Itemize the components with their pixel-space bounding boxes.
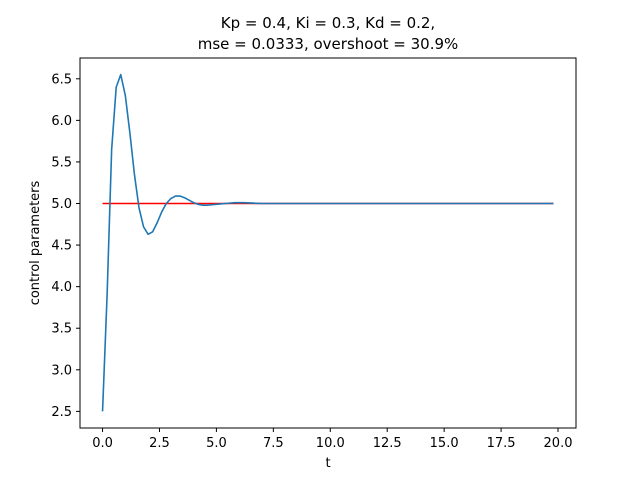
x-axis-ticks: 0.0 2.5 5.0 7.5 10.0 12.5 15.0 17.5 20.0 [92, 428, 572, 451]
x-tick-label: 5.0 [206, 436, 227, 451]
y-tick-label: 4.5 [51, 239, 72, 254]
y-axis-ticks: 2.5 3.0 3.5 4.0 4.5 5.0 5.5 6.0 6.5 [51, 72, 80, 420]
x-tick-label: 15.0 [430, 436, 459, 451]
x-tick-label: 12.5 [373, 436, 402, 451]
chart-title-line-1: Kp = 0.4, Ki = 0.3, Kd = 0.2, [221, 14, 435, 32]
x-tick-label: 2.5 [149, 436, 170, 451]
series-layer [101, 73, 554, 412]
x-tick-label: 0.0 [92, 436, 113, 451]
x-tick-label: 20.0 [544, 436, 573, 451]
y-tick-label: 3.5 [51, 322, 72, 337]
x-tick-label: 17.5 [487, 436, 516, 451]
y-tick-label: 2.5 [51, 405, 72, 420]
y-axis-label: control parameters [28, 180, 43, 305]
y-tick-label: 6.0 [51, 114, 72, 129]
y-tick-label: 4.0 [51, 280, 72, 295]
y-tick-label: 5.0 [51, 197, 72, 212]
series-line-response [101, 73, 554, 412]
x-tick-label: 7.5 [263, 436, 284, 451]
x-axis-label: t [325, 456, 330, 471]
x-tick-label: 10.0 [316, 436, 345, 451]
y-tick-label: 3.0 [51, 363, 72, 378]
chart-title-line-2: mse = 0.0333, overshoot = 30.9% [198, 35, 459, 53]
plot-area [101, 73, 554, 412]
plot-frame [79, 57, 577, 429]
y-tick-label: 5.5 [51, 155, 72, 170]
y-tick-label: 6.5 [51, 72, 72, 87]
